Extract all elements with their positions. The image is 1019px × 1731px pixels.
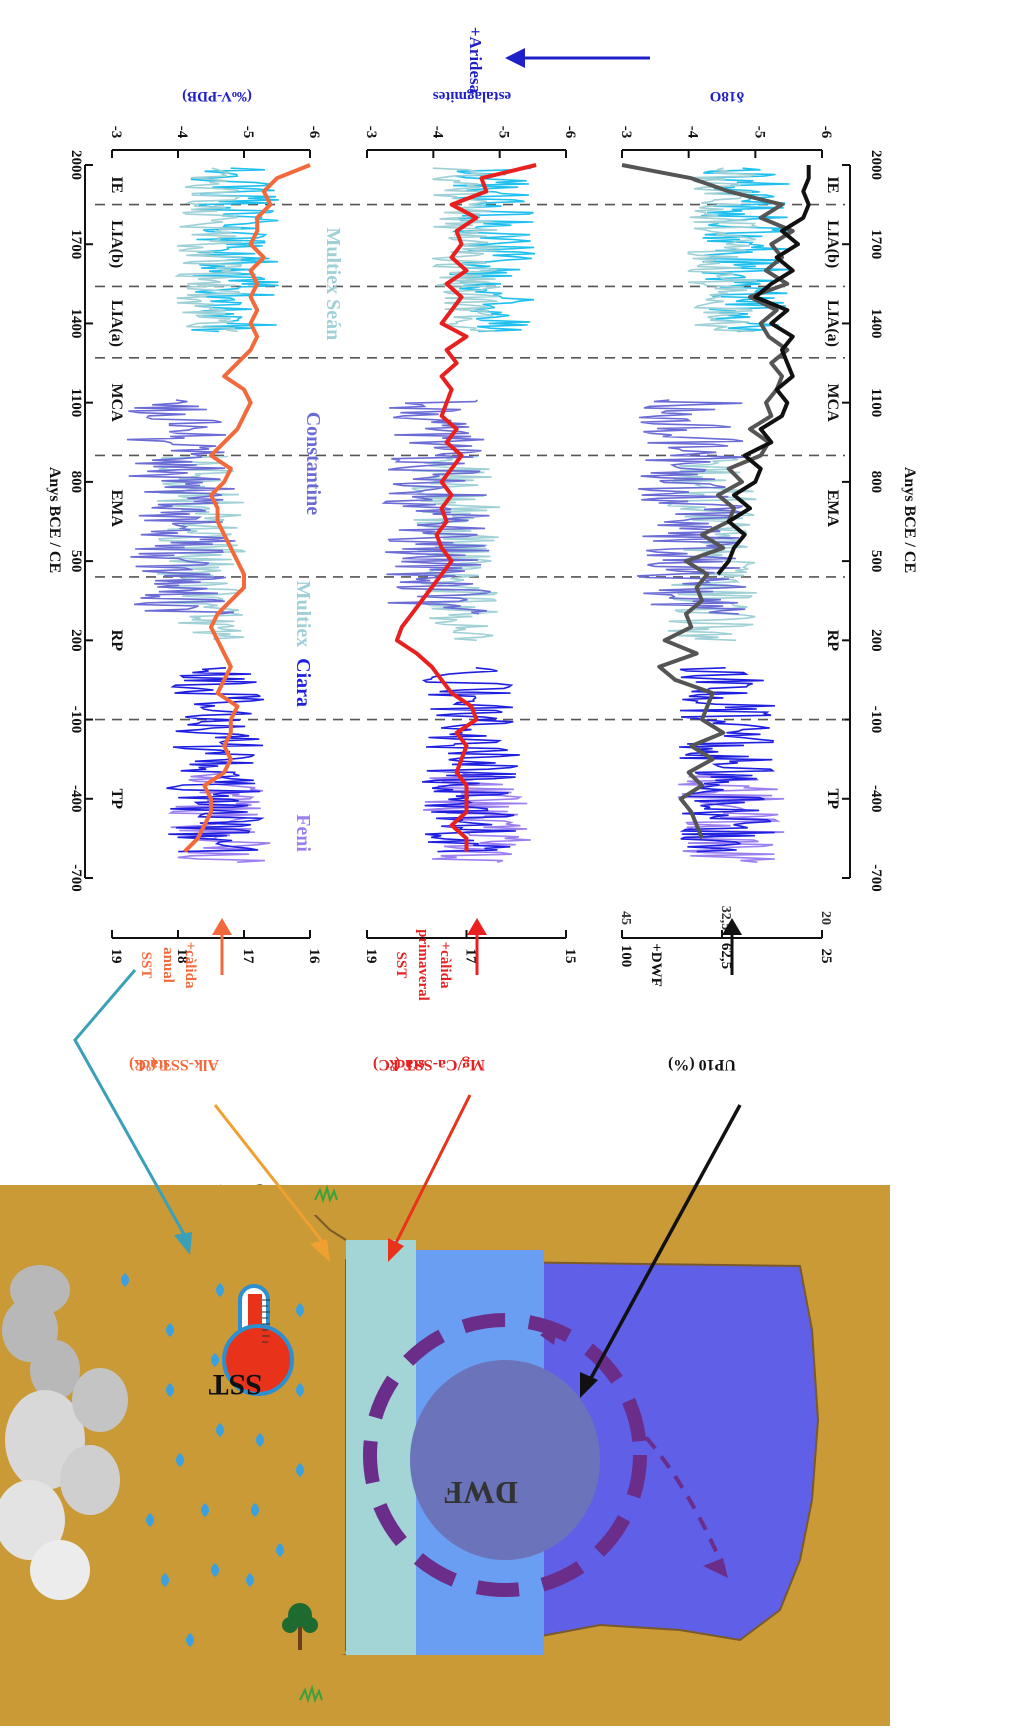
- value-tick-label-left: 15: [562, 949, 578, 964]
- value-tick-label-right: -3: [618, 126, 634, 139]
- time-tick-label-bottom: 200: [868, 629, 884, 652]
- panel-note: SST: [138, 952, 154, 979]
- value-tick-label-right: -5: [496, 126, 512, 139]
- time-tick-label-top: -700: [68, 864, 84, 892]
- period-label-top: LIA(a): [108, 300, 125, 347]
- period-label-bottom: TP: [824, 789, 841, 810]
- water-top: [346, 1240, 416, 1655]
- value-tick-label-right: -5: [240, 126, 256, 139]
- value-axis-title-left: Mg/Ca-SST (ºC): [373, 1056, 485, 1073]
- time-tick-label-bottom: 800: [868, 471, 884, 494]
- time-tick-label-top: -100: [68, 706, 84, 734]
- panel-note: anual: [160, 947, 176, 983]
- chart-area: -700 -700 -400 -400 -100 -100 200 200 500 500 800 8…: [46, 27, 918, 1073]
- value-tick-label-left: 25: [818, 949, 834, 964]
- period-label-top: RP: [108, 630, 125, 652]
- period-label-top: MCA: [108, 384, 125, 423]
- series-label: Feni: [292, 814, 314, 852]
- time-tick-label-top: 1700: [68, 229, 84, 259]
- panel-note: primaveral: [415, 929, 431, 1001]
- sst-diagram-label: SST: [209, 1368, 262, 1401]
- value-tick-label-right: -6: [562, 126, 578, 139]
- panel-note: +càlida: [437, 942, 453, 989]
- value-tick-label-right: -5: [751, 126, 767, 139]
- series-label: Ciara: [292, 658, 314, 707]
- note-arrowhead: [212, 918, 232, 935]
- value-tick-label-right: -4: [685, 126, 701, 139]
- period-label-top: TP: [108, 789, 125, 810]
- value-tick-label-right: -4: [429, 126, 445, 139]
- dwf-core: [410, 1360, 600, 1560]
- time-tick-label-bottom: 1100: [868, 388, 884, 417]
- aridesa-arrowhead: [505, 48, 525, 68]
- time-tick-label-top: 2000: [68, 150, 84, 180]
- value-axis-title-right: δ18O: [710, 88, 744, 104]
- ocean-schematic: SST DWF: [0, 970, 890, 1726]
- value-tick-label-secondary: 20: [818, 911, 833, 925]
- value-tick-label-left: 16: [306, 949, 322, 965]
- value-tick-label-right: -3: [108, 126, 124, 139]
- time-axis-title-bottom: Anys BCE / CE: [901, 467, 918, 573]
- aridesa-note: +Aridesa: [466, 27, 485, 94]
- series-multiex-sean: [432, 168, 500, 331]
- value-tick-label-right: -3: [363, 126, 379, 139]
- time-axis-title-top: Anys BCE / CE: [46, 467, 63, 573]
- coast-fill-right: [270, 1655, 350, 1726]
- time-tick-label-bottom: 500: [868, 550, 884, 573]
- value-tick-label-left: 100: [618, 945, 634, 968]
- time-tick-label-bottom: 1700: [868, 229, 884, 259]
- time-tick-label-bottom: 2000: [868, 150, 884, 180]
- period-label-top: EMA: [108, 490, 125, 528]
- series-ciara: [422, 668, 520, 852]
- time-tick-label-top: 800: [68, 471, 84, 494]
- period-label-top: LIA(b): [108, 220, 125, 268]
- time-tick-label-top: 1100: [68, 388, 84, 417]
- series-label: Multiex: [292, 581, 314, 648]
- value-tick-label-left: 19: [363, 949, 379, 964]
- period-label-bottom: RP: [824, 630, 841, 652]
- dwf-diagram-label: DWF: [443, 1475, 518, 1511]
- time-tick-label-bottom: 1400: [868, 308, 884, 338]
- value-tick-label-right: -4: [174, 126, 190, 139]
- value-tick-label-secondary: 45: [618, 911, 633, 925]
- series-label: Constantine: [302, 412, 324, 515]
- panel-note: SST: [393, 952, 409, 979]
- period-label-bottom: LIA(b): [824, 220, 841, 268]
- value-axis-title-left: UP10 (%): [668, 1056, 736, 1073]
- value-axis-title-left: Alk-SST (ºC): [129, 1056, 219, 1073]
- value-tick-label-right: -6: [306, 126, 322, 139]
- value-tick-label-right: -6: [818, 126, 834, 139]
- time-tick-label-top: -400: [68, 785, 84, 813]
- time-tick-label-top: 500: [68, 550, 84, 573]
- period-label-bottom: MCA: [824, 384, 841, 423]
- series-label: Multiex Seán: [322, 227, 344, 340]
- note-arrowhead: [467, 918, 487, 935]
- value-tick-label-left: 19: [108, 949, 124, 964]
- time-tick-label-top: 1400: [68, 308, 84, 338]
- period-label-bottom: EMA: [824, 490, 841, 528]
- period-label-bottom: IE: [824, 176, 841, 193]
- value-axis-title-right: (‰V-PDB): [182, 88, 252, 104]
- time-tick-label-bottom: -700: [868, 864, 884, 892]
- panel-note: +DWF: [648, 943, 664, 987]
- time-tick-label-bottom: -100: [868, 706, 884, 734]
- panel-note: +càlida: [182, 942, 198, 989]
- period-label-bottom: LIA(a): [824, 300, 841, 347]
- period-label-top: IE: [108, 176, 125, 193]
- time-tick-label-top: 200: [68, 629, 84, 652]
- value-tick-label-left: 17: [240, 949, 256, 965]
- time-tick-label-bottom: -400: [868, 785, 884, 813]
- series-ciara: [167, 668, 265, 852]
